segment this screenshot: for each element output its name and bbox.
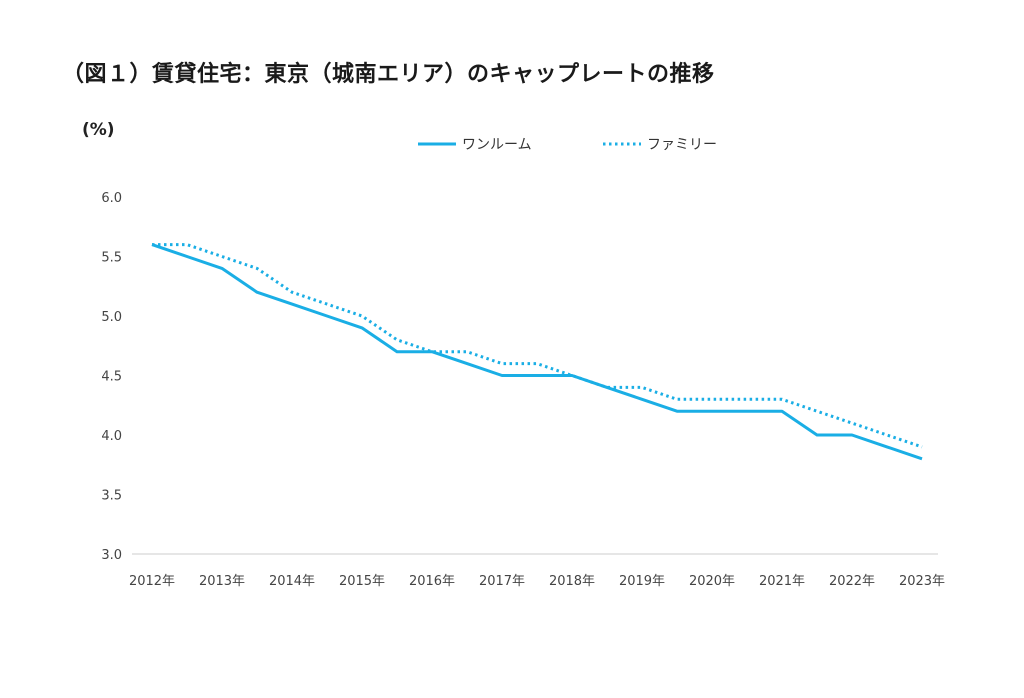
x-tick-label: 2022年	[829, 574, 875, 589]
x-tick-label: 2019年	[619, 574, 665, 589]
x-tick-label: 2013年	[199, 574, 245, 589]
x-tick-label: 2021年	[759, 574, 805, 589]
x-tick-label: 2016年	[409, 574, 455, 589]
y-axis-unit-label: (%)	[82, 120, 115, 140]
y-tick-label: 4.0	[101, 429, 122, 444]
legend-label-one-room: ワンルーム	[462, 137, 532, 153]
x-tick-label: 2018年	[549, 574, 595, 589]
y-tick-label: 5.5	[101, 251, 122, 266]
y-tick-label: 6.0	[101, 191, 122, 206]
y-tick-label: 5.0	[101, 310, 122, 325]
series-line-one-room	[151, 243, 923, 461]
series-line-family	[152, 243, 923, 449]
x-tick-label: 2014年	[269, 574, 315, 589]
x-tick-label: 2012年	[129, 574, 175, 589]
legend-line-dotted-icon	[603, 142, 641, 146]
y-tick-label: 4.5	[101, 370, 122, 385]
x-tick-label: 2020年	[689, 574, 735, 589]
y-tick-label: 3.0	[101, 548, 122, 563]
legend-label-family: ファミリー	[647, 137, 717, 153]
legend-line-solid-icon	[418, 142, 456, 146]
chart-title: （図１）賃貸住宅：東京（城南エリア）のキャップレートの推移	[62, 62, 715, 87]
legend-item-one-room: ワンルーム	[418, 134, 532, 154]
x-tick-label: 2017年	[479, 574, 525, 589]
y-tick-label: 3.5	[101, 489, 122, 504]
x-tick-label: 2023年	[899, 574, 945, 589]
x-tick-label: 2015年	[339, 574, 385, 589]
legend-item-family: ファミリー	[603, 134, 717, 154]
